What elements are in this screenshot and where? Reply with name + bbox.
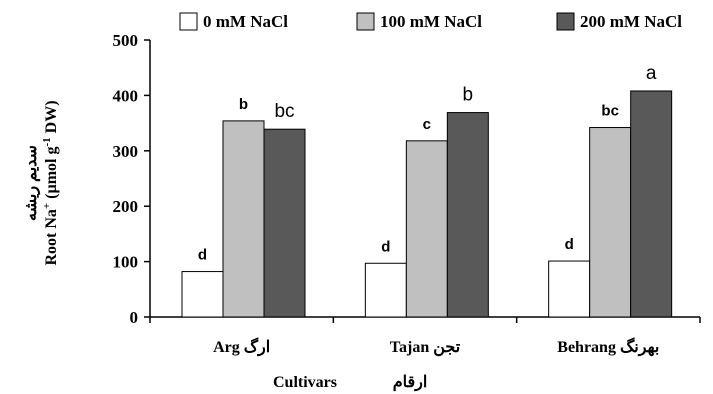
legend-swatch [356,12,375,31]
significance-letter: d [198,247,207,264]
legend-swatch [556,12,575,31]
y-axis-label: Root Na+ (µmol g-1 DW) [41,100,60,265]
significance-letter: d [565,236,574,253]
significance-letter: b [239,96,248,113]
bar [446,112,489,318]
significance-letter: bc [274,101,294,122]
significance-letter: d [381,238,390,255]
significance-letter: a [646,63,657,84]
bar [630,90,673,318]
y-tick-label: 500 [113,31,139,50]
x-tick-label: Tajan تجن [390,339,461,357]
legend-label: 100 mM NaCl [380,12,482,31]
y-axis-title: Root Na+ (µmol g-1 DW) سدیم ریشه [23,100,60,265]
x-tick-label: Behrang بهرنگ [557,337,659,357]
y-tick-label: 300 [113,142,139,161]
y-tick-label: 400 [113,86,139,105]
bar [405,140,448,318]
significance-letter: bc [601,103,619,120]
bar [589,127,632,318]
significance-letter: b [463,85,474,106]
bar [263,128,306,318]
y-tick-label: 100 [113,253,139,272]
significance-letters: d b bc d c b d bc a [198,63,657,264]
bar [222,120,265,318]
x-axis-title: Cultivars ارقام [273,374,427,392]
bar [364,262,407,318]
legend-label: 0 mM NaCl [203,12,288,31]
x-tick-labels: Arg ارگ Tajan تجن Behrang بهرنگ [213,337,659,357]
legend-label: 200 mM NaCl [580,12,682,31]
x-tick-label: Arg ارگ [213,337,270,357]
y-tick-label: 200 [113,197,139,216]
bar [548,260,591,318]
bars [181,90,673,318]
significance-letter: c [423,116,431,133]
y-axis-label-persian: سدیم ریشه [23,145,41,221]
x-axis-label: Cultivars [273,374,337,391]
legend: 0 mM NaCl 100 mM NaCl 200 mM NaCl [179,12,682,31]
legend-swatch [179,12,198,31]
x-axis-label-persian: ارقام [393,374,428,392]
bar [181,271,224,318]
y-tick-label: 0 [130,308,139,327]
